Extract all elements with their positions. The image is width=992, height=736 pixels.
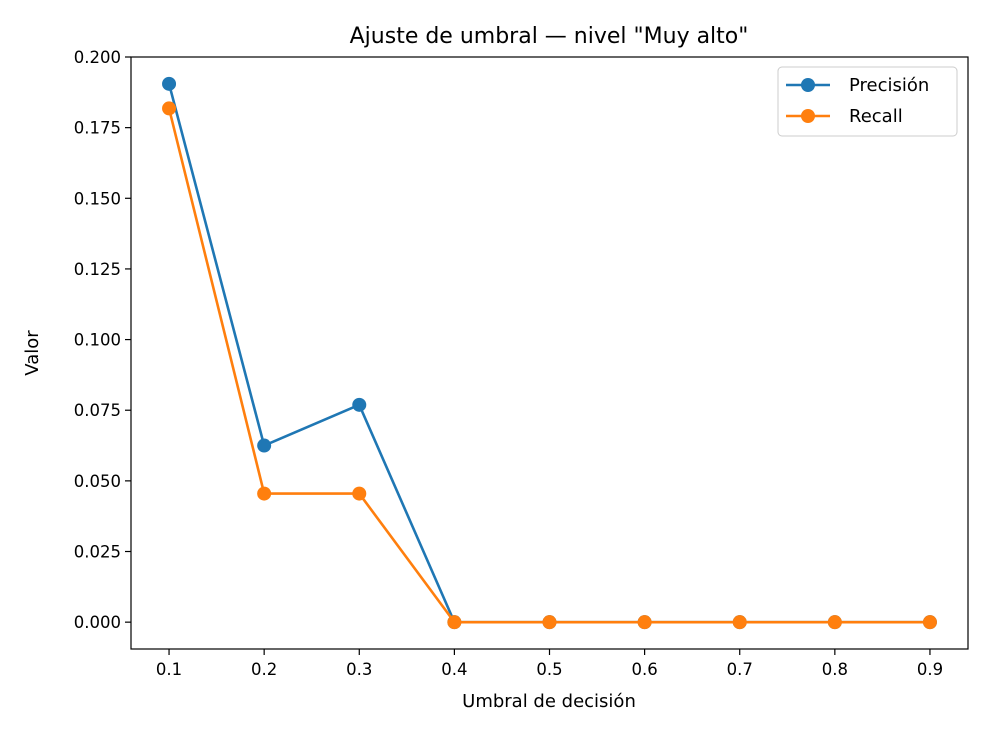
y-tick-label: 0.025 — [74, 543, 121, 562]
y-axis: 0.000 0.025 0.050 0.075 0.100 0.125 0.150 0.175… — [74, 48, 131, 632]
series-line — [167, 83, 930, 624]
y-tick-label: 0.175 — [74, 119, 121, 138]
x-tick-label: 0.6 — [631, 660, 657, 679]
data-point — [257, 438, 272, 453]
x-axis-label: Umbral de decisión — [462, 691, 636, 712]
x-tick-label: 0.8 — [822, 660, 848, 679]
x-tick-label: 0.1 — [156, 660, 182, 679]
legend-marker — [801, 78, 815, 92]
plot-frame — [130, 56, 969, 650]
legend-label: Recall — [849, 106, 903, 127]
y-tick-label: 0.125 — [74, 260, 121, 279]
data-point — [637, 615, 652, 630]
y-axis-label: Valor — [22, 330, 43, 376]
data-point — [542, 615, 557, 630]
data-point — [162, 76, 177, 91]
y-tick-label: 0.150 — [74, 189, 121, 208]
legend-label: Precisión — [849, 75, 929, 96]
data-point — [827, 615, 842, 630]
legend-item: Recall — [786, 106, 903, 127]
plot-area: 0.000 0.025 0.050 0.075 0.100 0.125 0.150 0.175… — [74, 48, 969, 679]
y-tick-label: 0.100 — [74, 331, 121, 350]
series-recall — [162, 101, 937, 630]
y-tick-label: 0.075 — [74, 401, 121, 420]
series-line — [167, 108, 930, 624]
chart-title: Ajuste de umbral — nivel "Muy alto" — [350, 24, 749, 49]
data-point — [162, 101, 177, 116]
x-tick-label: 0.4 — [441, 660, 467, 679]
x-tick-label: 0.9 — [917, 660, 943, 679]
data-point — [447, 615, 462, 630]
series-precision — [162, 76, 937, 630]
data-point — [352, 397, 367, 412]
data-point — [922, 615, 937, 630]
data-point — [257, 486, 272, 501]
legend: Precisión Recall — [777, 66, 958, 137]
x-tick-label: 0.5 — [536, 660, 562, 679]
data-point — [732, 615, 747, 630]
legend-item: Precisión — [786, 75, 929, 96]
data-point — [352, 486, 367, 501]
x-axis: 0.1 0.2 0.3 0.4 0.5 0.6 0.7 0.8 0.9 — [156, 649, 943, 679]
series-layer — [162, 76, 937, 630]
y-tick-label: 0.050 — [74, 472, 121, 491]
y-tick-label: 0.200 — [74, 48, 121, 67]
x-tick-label: 0.2 — [251, 660, 277, 679]
x-tick-label: 0.3 — [346, 660, 372, 679]
y-tick-label: 0.000 — [74, 613, 121, 632]
x-tick-label: 0.7 — [727, 660, 753, 679]
legend-marker — [801, 109, 815, 123]
